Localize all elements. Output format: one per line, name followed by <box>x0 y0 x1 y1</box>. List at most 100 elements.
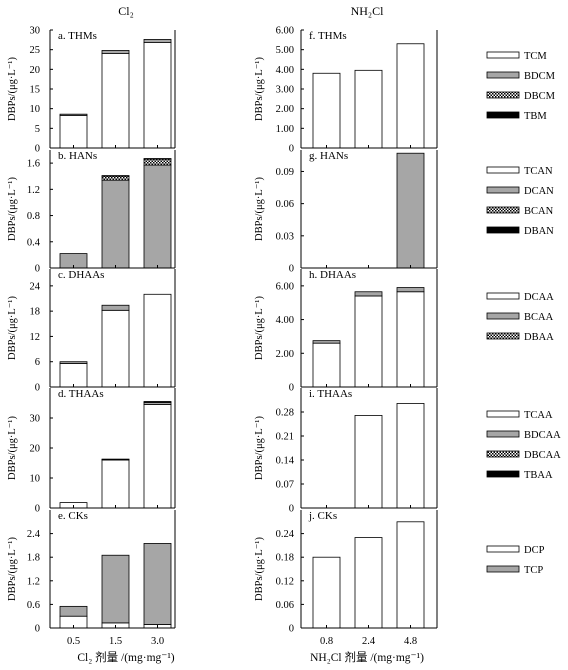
bar-bcaa-2.4 <box>354 291 383 297</box>
legend-swatch-bcaa <box>486 312 520 320</box>
y-tick-label: 18 <box>30 307 41 318</box>
legend-swatch-dcan <box>486 186 520 194</box>
y-tick-label: 2.4 <box>27 529 41 540</box>
panel-title: g. HANs <box>309 150 348 162</box>
y-axis-label: DBPs/(μg·L⁻¹) <box>254 416 265 480</box>
bar-dcan-4.8 <box>396 152 425 269</box>
y-axis-label: DBPs/(μg·L⁻¹) <box>7 296 18 360</box>
legend-label-tcp: TCP <box>524 565 543 576</box>
y-tick-label: 0.07 <box>276 480 294 491</box>
bar-tcp-0.5 <box>59 605 88 617</box>
y-tick-label: 3.00 <box>276 85 294 96</box>
panel-title: h. DHAAs <box>309 269 356 281</box>
panel-title: j. CKs <box>308 510 337 522</box>
y-tick-label: 0 <box>289 264 294 275</box>
legend-swatch-tcp <box>486 565 520 573</box>
y-tick-label: 0.8 <box>27 211 40 222</box>
x-category-labels: 0.5 1.5 3.0 0.8 2.4 4.8 <box>67 636 417 647</box>
panel-title: c. DHAAs <box>58 269 104 281</box>
legend-swatch-tbm <box>486 111 520 119</box>
y-tick-label: 0.03 <box>276 231 294 242</box>
legend-label-bcaa: BCAA <box>524 312 554 323</box>
bar-tcaa-2.4 <box>354 415 383 509</box>
y-tick-label: 20 <box>30 444 41 455</box>
x-category-label: 4.8 <box>404 636 417 647</box>
bar-bcaa-4.8 <box>396 287 425 293</box>
bar-dcp-2.4 <box>354 537 383 629</box>
bar-bdcm-1.5 <box>101 50 130 55</box>
y-tick-label: 5.00 <box>276 45 294 56</box>
bar-tcaa-1.5 <box>101 459 130 509</box>
y-axis-label: DBPs/(μg·L⁻¹) <box>254 177 265 241</box>
x-category-label: 0.5 <box>67 636 80 647</box>
y-tick-label: 0.24 <box>276 529 295 540</box>
bar-dcaa-2.4 <box>354 295 383 388</box>
legend-label-dcp: DCP <box>524 545 545 556</box>
panel-title: a. THMs <box>58 30 97 42</box>
bar-tcm-2.4 <box>354 69 383 149</box>
y-tick-label: 0.06 <box>276 199 294 210</box>
y-tick-label: 1.8 <box>27 553 40 564</box>
y-tick-label: 2.00 <box>276 349 294 360</box>
left-x-axis-label: Cl₂ 剂量 /(mg·mg⁻¹) <box>77 650 174 664</box>
legend-label-bdcaa: BDCAA <box>524 430 561 441</box>
y-axis-label: DBPs/(μg·L⁻¹) <box>7 537 18 601</box>
bar-tbaa-1.5 <box>101 458 130 461</box>
legend-swatch-dbcm <box>486 91 520 99</box>
y-axis-label: DBPs/(μg·L⁻¹) <box>7 177 18 241</box>
panel-10: 0 0.06 0.12 0.18 0.24 j. CKs DBPs/(μg·L⁻¹) <box>254 510 438 635</box>
bar-dcan-3.0 <box>143 164 172 269</box>
y-tick-label: 2.00 <box>276 104 294 115</box>
y-tick-label: 12 <box>30 332 41 343</box>
y-tick-label: 0 <box>289 504 294 515</box>
legend-2: TCAN DCAN BCAN DBAN <box>486 166 554 237</box>
y-tick-label: 0 <box>289 624 294 635</box>
y-tick-label: 10 <box>30 104 41 115</box>
y-tick-label: 0.28 <box>276 408 294 419</box>
y-tick-label: 0 <box>35 624 40 635</box>
y-tick-label: 6.00 <box>276 26 294 37</box>
bar-dcaa-0.8 <box>312 342 341 388</box>
y-axis-label: DBPs/(μg·L⁻¹) <box>254 537 265 601</box>
legend-label-dbcm: DBCM <box>524 91 556 102</box>
bar-dcaa-4.8 <box>396 291 425 388</box>
y-tick-label: 1.00 <box>276 124 294 135</box>
legend-swatch-tbaa <box>486 470 520 478</box>
y-tick-label: 24 <box>30 281 41 292</box>
right-column-title: NH₂Cl <box>351 4 385 18</box>
bar-dcp-4.8 <box>396 521 425 629</box>
right-x-axis-label: NH₂Cl 剂量 /(mg·mg⁻¹) <box>310 650 424 664</box>
y-tick-label: 1.2 <box>27 185 40 196</box>
y-tick-label: 0.18 <box>276 553 294 564</box>
legend-5: DCP TCP <box>486 545 545 576</box>
panel-3: 0 6 12 18 24 c. DHAAs DBPs/(μg·L⁻¹) <box>7 269 176 394</box>
legend-label-dbaa: DBAA <box>524 332 554 343</box>
bar-bcan-1.5 <box>101 175 130 181</box>
panel-title: b. HANs <box>58 150 97 162</box>
y-tick-label: 10 <box>30 474 41 485</box>
y-tick-label: 30 <box>30 414 41 425</box>
legend-label-dbcaa: DBCAA <box>524 450 561 461</box>
bar-dcan-1.5 <box>101 179 130 269</box>
x-category-label: 1.5 <box>109 636 122 647</box>
y-axis-label: DBPs/(μg·L⁻¹) <box>7 57 18 121</box>
panel-9: 0 0.07 0.14 0.21 0.28 i. THAAs DBPs/(μg·L⁻¹) <box>254 388 438 515</box>
panel-4: 0 10 20 30 d. THAAs DBPs/(μg·L⁻¹) <box>7 388 176 515</box>
x-category-label: 2.4 <box>362 636 376 647</box>
y-tick-label: 0 <box>35 383 40 394</box>
panel-title: i. THAAs <box>309 388 352 400</box>
bar-tcm-3.0 <box>143 42 172 149</box>
y-tick-label: 25 <box>30 45 41 56</box>
y-tick-label: 0 <box>289 144 294 155</box>
y-axis-label: DBPs/(μg·L⁻¹) <box>254 57 265 121</box>
y-axis-label: DBPs/(μg·L⁻¹) <box>254 296 265 360</box>
legend-3: DCAA BCAA DBAA <box>486 292 554 343</box>
bar-bdcm-0.5 <box>59 113 88 116</box>
legend-swatch-tcan <box>486 166 520 174</box>
bar-dcaa-1.5 <box>101 309 130 388</box>
legend-swatch-dbaa <box>486 332 520 340</box>
legend-label-dban: DBAN <box>524 226 554 237</box>
y-tick-label: 0.12 <box>276 576 294 587</box>
legends: TCM BDCM DBCM TBM TCAN DCAN BCAN DBAN DCAA BCAA DB… <box>486 51 561 576</box>
